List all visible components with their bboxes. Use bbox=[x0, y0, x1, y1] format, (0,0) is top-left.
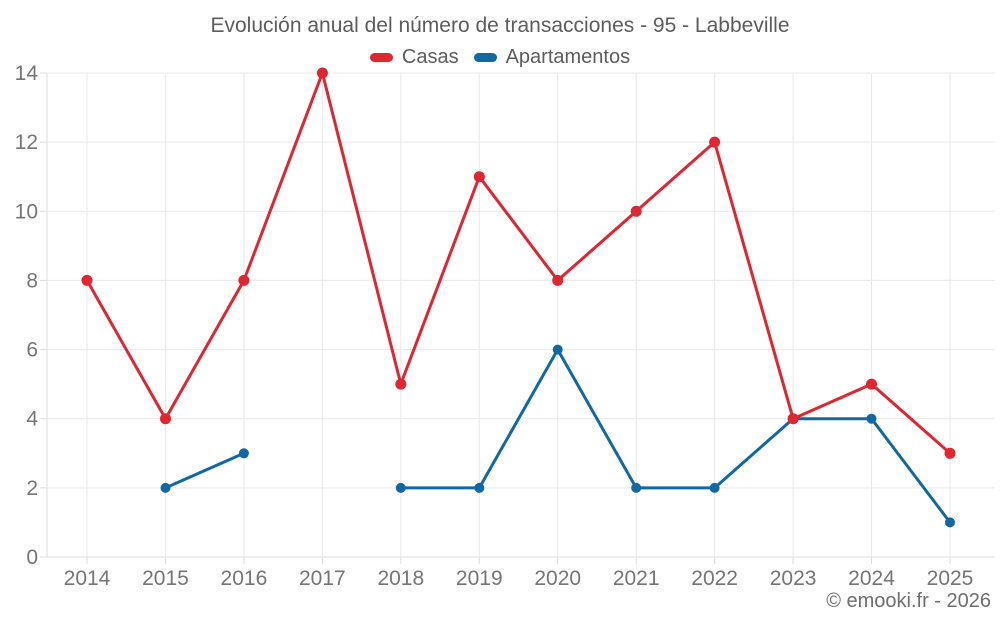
y-tick-label: 8 bbox=[26, 269, 38, 292]
x-tick-label: 2024 bbox=[848, 567, 895, 590]
casas-point-2021[interactable] bbox=[630, 205, 642, 217]
casas-swatch-icon bbox=[369, 52, 393, 62]
apartamentos-point-2020[interactable] bbox=[552, 344, 563, 355]
y-tick-label: 0 bbox=[26, 546, 38, 569]
apartamentos-point-2019[interactable] bbox=[474, 482, 485, 493]
apartamentos-point-2016[interactable] bbox=[238, 448, 249, 459]
casas-point-2014[interactable] bbox=[81, 274, 93, 286]
x-tick-label: 2016 bbox=[221, 567, 268, 590]
casas-point-2025[interactable] bbox=[944, 447, 956, 459]
apartamentos-point-2022[interactable] bbox=[709, 482, 720, 493]
y-axis-labels: 0 2 4 6 8 10 12 14 bbox=[15, 62, 39, 569]
legend-label-apartamentos: Apartamentos bbox=[505, 45, 631, 68]
casas-point-2019[interactable] bbox=[473, 171, 485, 183]
x-tick-label: 2019 bbox=[456, 567, 503, 590]
x-tick-label: 2022 bbox=[691, 567, 738, 590]
x-tick-label: 2021 bbox=[613, 567, 660, 590]
footer-credit: © emooki.fr - 2026 bbox=[826, 590, 991, 612]
gridlines bbox=[47, 72, 995, 558]
apartamentos-point-2015[interactable] bbox=[160, 482, 171, 493]
y-tick-label: 2 bbox=[26, 477, 38, 500]
x-tick-label: 2015 bbox=[142, 567, 189, 590]
apartamentos-line bbox=[164, 451, 246, 490]
y-tick-label: 4 bbox=[26, 408, 38, 431]
series-casas bbox=[81, 67, 956, 459]
x-tick-label: 2023 bbox=[770, 567, 817, 590]
x-tick-label: 2025 bbox=[927, 567, 974, 590]
x-tick-label: 2017 bbox=[299, 567, 346, 590]
apartamentos-point-2025[interactable] bbox=[945, 517, 955, 528]
apartamentos-point-2021[interactable] bbox=[631, 482, 642, 493]
apartamentos-swatch-icon bbox=[473, 52, 497, 62]
y-tick-label: 6 bbox=[26, 339, 38, 362]
y-tick-label: 12 bbox=[15, 131, 38, 154]
casas-point-2016[interactable] bbox=[238, 274, 250, 286]
x-tick-label: 2020 bbox=[534, 567, 581, 590]
apartamentos-line bbox=[399, 348, 952, 524]
casas-point-2017[interactable] bbox=[316, 67, 328, 79]
legend: Casas Apartamentos bbox=[0, 44, 1000, 70]
apartamentos-point-2018[interactable] bbox=[395, 482, 406, 493]
casas-point-2022[interactable] bbox=[709, 136, 721, 148]
legend-item-casas[interactable]: Casas bbox=[369, 45, 459, 69]
x-tick-label: 2014 bbox=[64, 567, 111, 590]
axis-ticks bbox=[40, 72, 951, 564]
casas-point-2024[interactable] bbox=[866, 378, 877, 390]
x-tick-label: 2018 bbox=[377, 567, 424, 590]
y-tick-label: 14 bbox=[15, 62, 39, 85]
casas-line bbox=[85, 71, 952, 455]
casas-point-2018[interactable] bbox=[395, 378, 407, 390]
casas-point-2020[interactable] bbox=[552, 274, 564, 286]
casas-point-2023[interactable] bbox=[787, 413, 799, 425]
y-tick-label: 10 bbox=[15, 200, 38, 223]
casas-point-2015[interactable] bbox=[160, 413, 171, 425]
chart-title: Evolución anual del número de transaccio… bbox=[210, 14, 790, 37]
apartamentos-point-2024[interactable] bbox=[866, 413, 877, 424]
x-axis-labels: 2014 2015 2016 2017 2018 2019 2020 2021 2022 2023… bbox=[64, 567, 974, 590]
legend-item-apartamentos[interactable]: Apartamentos bbox=[473, 45, 631, 69]
legend-label-casas: Casas bbox=[401, 45, 459, 68]
